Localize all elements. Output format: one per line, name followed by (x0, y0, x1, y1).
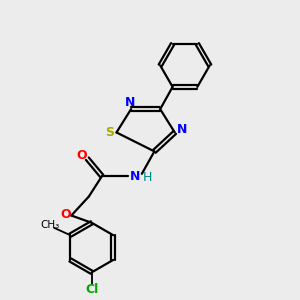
Text: N: N (130, 170, 141, 183)
Text: S: S (105, 126, 114, 139)
Text: H: H (143, 171, 152, 184)
Text: CH₃: CH₃ (40, 220, 59, 230)
Text: N: N (177, 123, 187, 136)
Text: O: O (77, 149, 87, 162)
Text: N: N (125, 96, 136, 109)
Text: O: O (60, 208, 71, 220)
Text: Cl: Cl (85, 283, 98, 296)
